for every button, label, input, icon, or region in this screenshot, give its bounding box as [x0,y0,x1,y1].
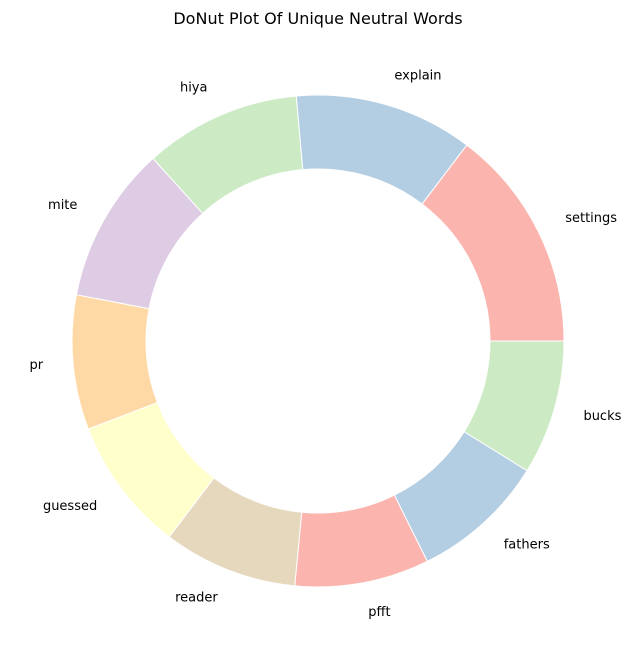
slice-label-fathers: fathers [504,538,550,553]
slice-label-reader: reader [175,591,218,606]
slice-label-guessed: guessed [43,499,97,514]
slice-label-mite: mite [48,198,77,213]
slice-labels: settings explain hiya mite pr guessed reader pf… [29,68,621,620]
slice-label-hiya: hiya [180,81,208,96]
donut-slices [71,94,565,588]
slice-label-bucks: bucks [583,409,621,424]
slice-bucks [463,340,565,472]
slice-label-settings: settings [565,211,617,226]
slice-label-pfft: pfft [368,605,390,620]
slice-label-pr: pr [29,358,43,373]
slice-label-explain: explain [394,68,441,83]
chart-title: DoNut Plot Of Unique Neutral Words [173,9,462,28]
